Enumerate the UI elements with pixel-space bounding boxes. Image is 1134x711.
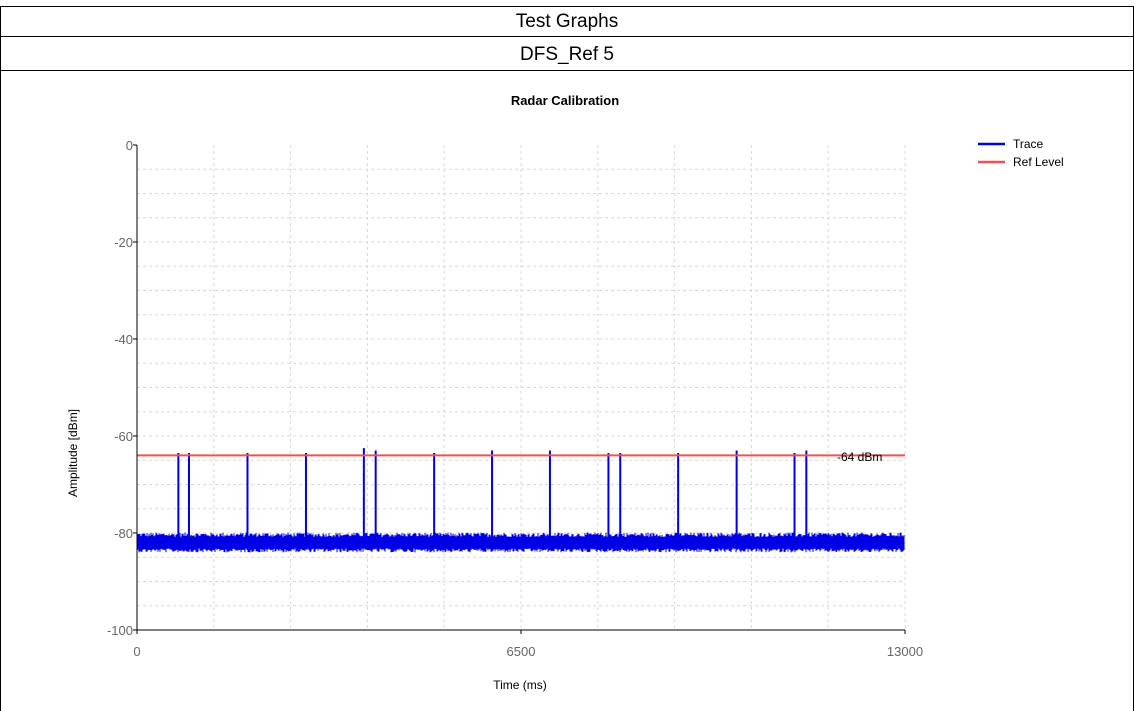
x-tick-label: 13000 [887,644,923,659]
ref-level-annotation: -64 dBm [837,450,882,464]
y-axis-label: Amplitude [dBm] [66,409,80,497]
x-axis-label: Time (ms) [493,678,547,692]
legend: Trace Ref Level [978,137,1064,169]
y-tick-label: -60 [114,429,133,444]
trace-noise-floor [137,532,905,553]
legend-ref-label: Ref Level [1013,155,1064,169]
y-tick-label: -40 [114,332,133,347]
chart-title: Radar Calibration [511,93,619,108]
y-tick-label: -20 [114,235,133,250]
grid [137,145,906,630]
y-tick-label: 0 [126,138,133,153]
trace-series [137,448,905,553]
x-tick-label: 6500 [507,644,536,659]
chart-panel: 0 -20 -40 -60 -80 -100 0 6500 13000 Radar Calibr… [0,70,1134,711]
legend-trace-label: Trace [1013,137,1044,151]
test-name: DFS_Ref 5 [0,36,1134,71]
y-tick-label: -100 [107,623,133,638]
report-title: Test Graphs [0,6,1134,37]
y-tick-label: -80 [114,526,133,541]
x-tick-label: 0 [133,644,140,659]
